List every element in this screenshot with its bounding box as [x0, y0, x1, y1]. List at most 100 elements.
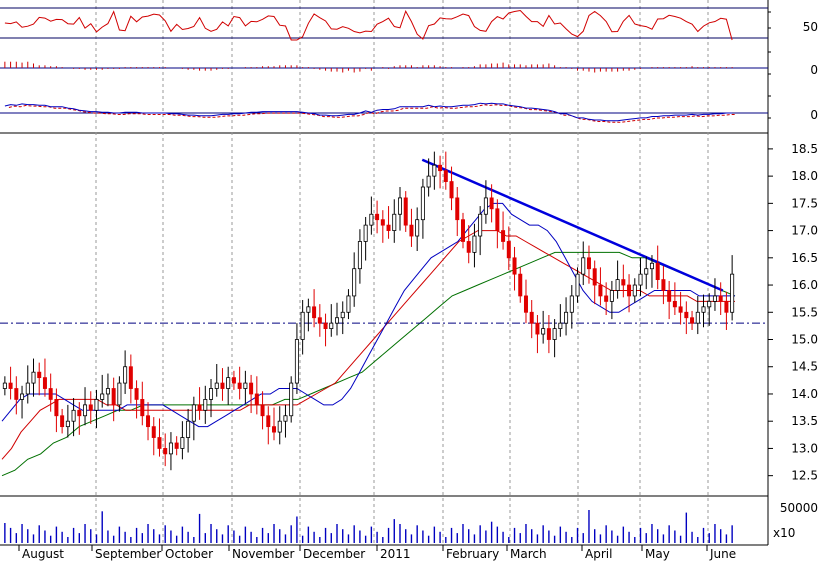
candle-body — [615, 279, 620, 291]
candle-body — [569, 295, 574, 313]
momentum-histogram-panel — [0, 61, 768, 73]
candle-body — [586, 257, 591, 270]
candle-body — [151, 426, 156, 438]
y-axis: 18.5 18.0 17.5 17.0 16.5 16.0 15.5 15.0 14.5 14.0… — [768, 11, 818, 540]
candle-body — [65, 420, 70, 428]
candle-body — [277, 420, 282, 433]
histogram-tick-label: 0 — [810, 63, 818, 77]
candle-body — [157, 437, 162, 449]
candle-body — [352, 268, 357, 297]
candle-body — [460, 219, 465, 242]
candle-body — [48, 388, 53, 400]
candle-body — [272, 426, 277, 433]
candle-body — [37, 371, 42, 379]
candle-body — [14, 388, 19, 400]
candle-body — [111, 388, 116, 406]
price-tick-label: 16.5 — [791, 251, 818, 265]
candle-body — [403, 197, 408, 226]
candle-body — [180, 437, 185, 449]
candle-body — [518, 273, 523, 297]
sma-short-line — [1, 202, 735, 428]
candle-body — [266, 415, 271, 428]
oscillator-line — [4, 9, 733, 41]
candle-body — [54, 399, 59, 417]
month-label: 2011 — [380, 547, 411, 561]
candle-body — [638, 273, 643, 286]
candle-body — [707, 300, 712, 308]
candle-body — [31, 371, 36, 384]
candle-body — [529, 311, 534, 324]
sma-mid-line — [1, 230, 735, 460]
candle-body — [455, 197, 460, 221]
candle-body — [25, 382, 30, 395]
candle-body — [443, 170, 448, 182]
candle-body — [632, 284, 637, 297]
candle-body — [20, 393, 25, 400]
candle-body — [375, 213, 380, 221]
candle-body — [209, 388, 214, 400]
candle-body — [203, 399, 208, 411]
candle-body — [335, 317, 340, 324]
price-tick-label: 14.5 — [791, 360, 818, 374]
price-tick-label: 17.5 — [791, 196, 818, 210]
price-tick-label: 18.0 — [791, 169, 818, 183]
candle-body — [123, 366, 128, 384]
candle-body — [649, 262, 654, 270]
candle-body — [672, 300, 677, 308]
candle-body — [598, 284, 603, 297]
candle-body — [575, 273, 580, 297]
month-label: August — [22, 547, 64, 561]
candle-body — [369, 213, 374, 226]
candle-body — [535, 322, 540, 335]
candle-body — [197, 404, 202, 411]
resistance-trendline — [421, 158, 724, 292]
candle-body — [690, 317, 695, 324]
candle-body — [60, 415, 65, 428]
candle-body — [426, 175, 431, 188]
candle-body — [512, 257, 517, 275]
candle-body — [718, 295, 723, 302]
candle-body — [667, 290, 672, 302]
candle-body — [294, 339, 299, 384]
candle-body — [564, 311, 569, 324]
candle-body — [478, 213, 483, 237]
candle-body — [684, 311, 689, 319]
candle-body — [644, 268, 649, 275]
candle-body — [357, 241, 362, 270]
macd-panel — [0, 102, 768, 123]
candle-body — [546, 328, 551, 340]
price-tick-label: 13.5 — [791, 414, 818, 428]
candle-body — [712, 295, 717, 302]
month-label: May — [645, 547, 670, 561]
candle-body — [243, 382, 248, 389]
candle-body — [466, 241, 471, 253]
month-label: April — [585, 547, 612, 561]
candle-body — [100, 393, 105, 400]
candle-body — [506, 241, 511, 259]
candle-body — [523, 295, 528, 313]
candle-body — [627, 284, 632, 297]
candle-body — [128, 366, 133, 389]
candle-body — [558, 322, 563, 330]
candle-body — [655, 262, 660, 280]
price-tick-label: 12.5 — [791, 469, 818, 483]
price-tick-label: 13.0 — [791, 441, 818, 455]
candle-body — [609, 290, 614, 302]
price-tick-label: 15.0 — [791, 333, 818, 347]
candle-body — [592, 268, 597, 286]
candle-body — [77, 409, 82, 417]
price-tick-label: 18.5 — [791, 142, 818, 156]
macd-tick-label: 0 — [810, 108, 818, 122]
candle-body — [42, 377, 47, 389]
candle-body — [83, 404, 88, 417]
price-tick-label: 15.5 — [791, 305, 818, 319]
candle-body — [220, 382, 225, 389]
price-panel — [0, 151, 768, 477]
candle-body — [386, 224, 391, 231]
candle-body — [695, 311, 700, 324]
candle-body — [237, 382, 242, 389]
price-tick-label: 16.0 — [791, 278, 818, 292]
candle-body — [409, 224, 414, 237]
candle-body — [438, 164, 443, 172]
